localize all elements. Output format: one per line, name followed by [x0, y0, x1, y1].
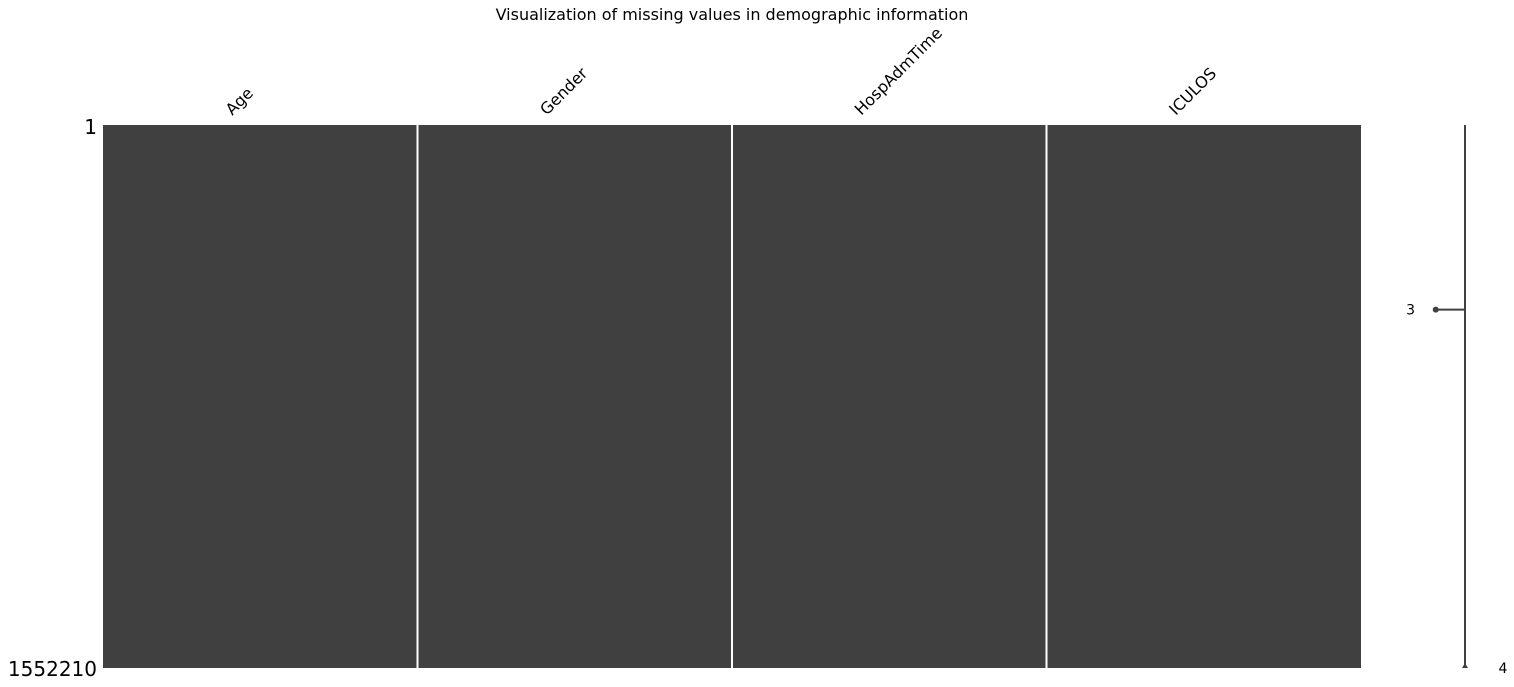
sparkline-min-marker: [1432, 306, 1439, 313]
matrix-column-gender: [417, 125, 732, 668]
column-label-age: Age: [222, 84, 257, 119]
sparkline-min-label: 3: [1406, 303, 1415, 319]
column-label-hospadmtime: HospAdmTime: [851, 23, 946, 118]
matrix-column-hospadmtime: [732, 125, 1047, 668]
sparkline-max-label: 4: [1499, 661, 1508, 677]
matrix-column-age: [103, 125, 418, 668]
sparkline: 34: [1406, 125, 1508, 677]
matrix-column-iculos: [1046, 125, 1361, 668]
row-label-last: 1552210: [8, 657, 97, 681]
sparkline-max-marker: [1462, 663, 1468, 668]
column-label-gender: Gender: [536, 63, 591, 118]
column-labels: Age Gender HospAdmTime ICULOS: [222, 23, 1220, 118]
column-label-iculos: ICULOS: [1165, 64, 1220, 119]
chart-title: Visualization of missing values in demog…: [496, 5, 969, 24]
row-label-first: 1: [84, 115, 97, 139]
matrix-area: [103, 125, 1361, 668]
